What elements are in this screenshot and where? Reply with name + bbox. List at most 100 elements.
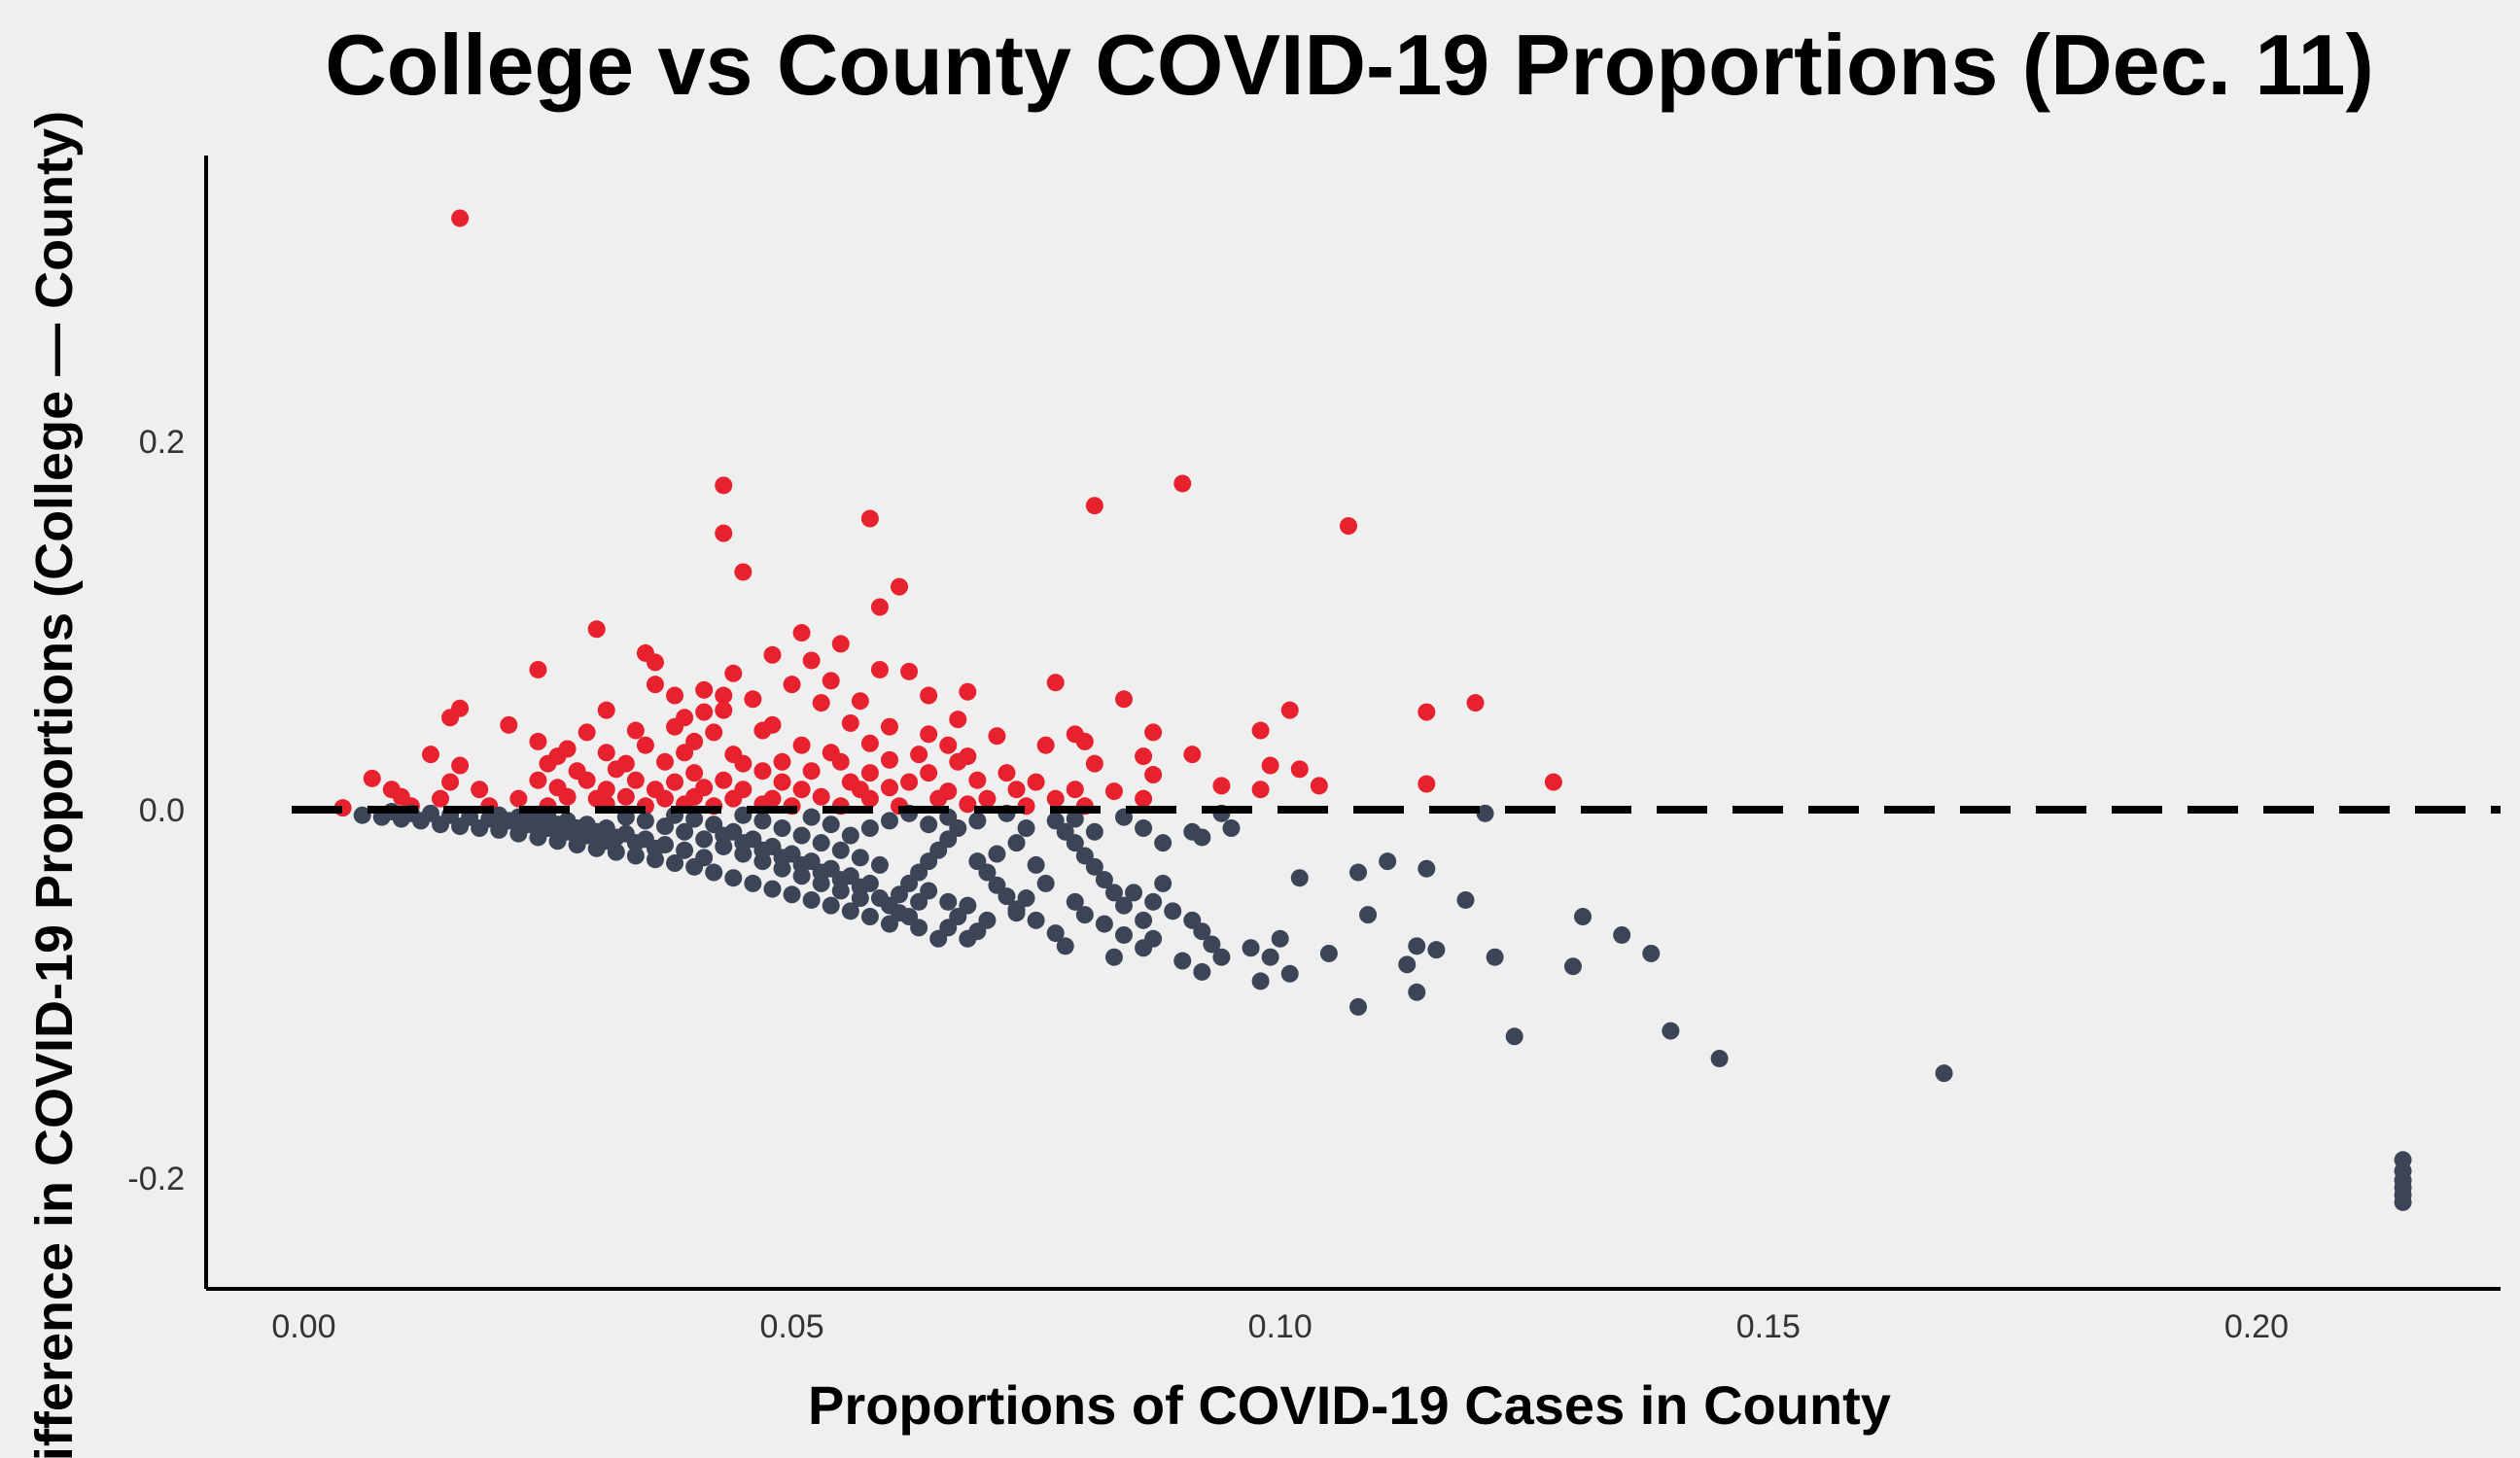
point-positive xyxy=(792,624,811,642)
point-positive xyxy=(1290,760,1309,779)
point-positive xyxy=(860,509,879,528)
point-negative xyxy=(353,806,371,824)
point-positive xyxy=(597,701,615,719)
point-positive xyxy=(529,771,547,789)
point-positive xyxy=(1046,674,1065,692)
point-negative xyxy=(1027,855,1045,874)
point-positive xyxy=(539,754,557,773)
point-negative xyxy=(988,845,1006,863)
point-positive xyxy=(529,732,547,750)
point-positive xyxy=(1135,747,1153,766)
point-negative xyxy=(1154,834,1172,852)
point-positive xyxy=(1144,766,1163,784)
point-negative xyxy=(773,849,791,867)
point-positive xyxy=(587,620,606,639)
point-positive xyxy=(1085,497,1103,515)
point-positive xyxy=(792,781,811,799)
point-negative xyxy=(685,810,704,828)
point-positive xyxy=(949,711,967,729)
point-positive xyxy=(773,773,791,791)
point-positive xyxy=(968,771,987,789)
point-positive xyxy=(715,476,733,495)
point-positive xyxy=(1027,773,1045,791)
point-negative xyxy=(558,822,577,841)
point-positive xyxy=(880,750,898,769)
point-negative xyxy=(841,826,859,845)
point-negative xyxy=(929,929,948,948)
point-negative xyxy=(734,834,752,852)
point-positive xyxy=(558,787,577,806)
point-positive xyxy=(802,651,821,670)
point-negative xyxy=(822,816,840,834)
point-negative xyxy=(539,819,557,838)
point-negative xyxy=(1456,890,1475,909)
point-negative xyxy=(1095,871,1113,889)
y-tick-label: -0.2 xyxy=(127,1161,185,1198)
point-positive xyxy=(860,789,879,808)
point-negative xyxy=(1085,822,1103,841)
point-negative xyxy=(802,808,821,826)
point-positive xyxy=(900,662,919,680)
x-tick-label: 0.00 xyxy=(271,1308,335,1345)
point-positive xyxy=(1046,789,1065,808)
point-negative xyxy=(1193,828,1211,847)
point-negative xyxy=(968,852,987,871)
point-positive xyxy=(1418,703,1436,721)
point-negative xyxy=(1486,948,1504,966)
point-negative xyxy=(480,810,499,828)
point-negative xyxy=(1379,852,1397,871)
point-positive xyxy=(500,715,518,734)
point-negative xyxy=(1173,952,1192,970)
point-negative xyxy=(1319,944,1338,962)
point-negative xyxy=(578,826,596,845)
point-positive xyxy=(1115,690,1133,709)
point-negative xyxy=(1027,911,1045,929)
point-negative xyxy=(1408,983,1426,1001)
point-positive xyxy=(910,746,928,764)
point-positive xyxy=(616,787,635,806)
point-negative xyxy=(860,819,879,838)
point-negative xyxy=(1222,819,1241,838)
point-positive xyxy=(1104,782,1123,801)
point-negative xyxy=(851,878,869,896)
point-negative xyxy=(1212,948,1231,966)
point-positive xyxy=(441,773,460,791)
point-positive xyxy=(715,771,733,789)
point-positive xyxy=(1544,773,1562,791)
point-positive xyxy=(812,787,830,806)
point-positive xyxy=(1251,781,1270,799)
point-negative xyxy=(812,863,830,882)
point-positive xyxy=(451,756,470,775)
point-positive xyxy=(626,771,645,789)
x-tick-label: 0.15 xyxy=(1736,1308,1801,1345)
point-negative xyxy=(860,908,879,926)
point-positive xyxy=(715,701,733,719)
point-negative xyxy=(773,819,791,838)
point-positive xyxy=(471,781,489,799)
point-negative xyxy=(831,841,850,859)
point-negative xyxy=(1066,810,1084,828)
point-negative xyxy=(939,892,958,911)
point-negative xyxy=(626,847,645,865)
point-positive xyxy=(783,676,801,694)
point-negative xyxy=(1251,972,1270,990)
point-negative xyxy=(1095,915,1113,933)
point-positive xyxy=(1261,756,1279,775)
point-positive xyxy=(715,524,733,542)
point-negative xyxy=(1007,904,1026,922)
point-positive xyxy=(831,752,850,771)
point-negative xyxy=(1642,944,1661,962)
point-negative xyxy=(1007,834,1026,852)
point-negative xyxy=(1563,957,1582,976)
point-negative xyxy=(968,812,987,830)
point-negative xyxy=(1183,911,1202,929)
point-negative xyxy=(783,885,801,904)
point-negative xyxy=(988,876,1006,894)
point-positive xyxy=(860,764,879,782)
point-negative xyxy=(1154,874,1172,892)
point-positive xyxy=(1251,721,1270,740)
point-negative xyxy=(1349,863,1368,882)
point-negative xyxy=(1056,937,1074,955)
point-positive xyxy=(646,653,664,672)
point-negative xyxy=(870,855,889,874)
